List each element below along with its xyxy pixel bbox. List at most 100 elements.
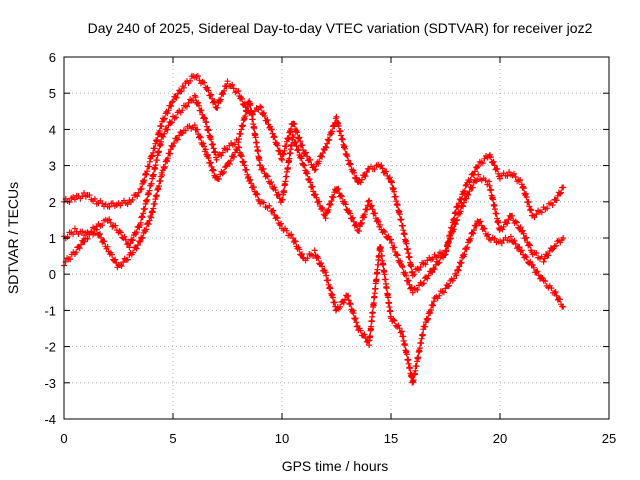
y-axis-label: SDTVAR / TECUs <box>5 182 21 294</box>
data-point <box>170 129 186 149</box>
data-point <box>311 191 328 219</box>
data-point <box>388 178 405 223</box>
x-tick-label: 25 <box>602 431 616 446</box>
data-point <box>529 249 545 262</box>
data-point <box>137 213 154 245</box>
data-point <box>344 292 361 330</box>
data-point <box>148 133 165 187</box>
data-point <box>213 163 230 182</box>
data-point <box>246 176 263 205</box>
data-point <box>344 207 361 234</box>
data-point <box>420 254 436 268</box>
data-point <box>322 115 339 151</box>
x-axis-label: GPS time / hours <box>282 458 389 474</box>
data-point <box>235 144 252 181</box>
data-point <box>235 99 252 146</box>
data-point <box>453 181 470 211</box>
data-point <box>366 197 383 230</box>
data-point <box>420 298 437 330</box>
data-point <box>529 207 545 221</box>
data-point <box>300 251 316 264</box>
data-point <box>268 179 284 206</box>
data-point <box>518 227 535 256</box>
data-point <box>431 288 447 302</box>
chart-title: Day 240 of 2025, Sidereal Day-to-day VTE… <box>88 20 593 36</box>
data-point <box>289 235 306 261</box>
data-point <box>388 236 405 268</box>
x-tick-label: 10 <box>275 431 289 446</box>
data-point <box>170 83 186 105</box>
y-tick-label: 6 <box>49 50 56 65</box>
data-point <box>170 107 186 121</box>
data-point <box>398 262 415 292</box>
series-track-2 <box>61 92 567 296</box>
series-track-3 <box>61 122 567 386</box>
data-point <box>159 99 176 125</box>
y-tick-label: -3 <box>44 376 56 391</box>
y-tick-label: 2 <box>49 195 56 210</box>
data-point <box>224 146 241 167</box>
data-point <box>388 315 404 336</box>
data-point <box>560 235 567 241</box>
y-tick-label: 5 <box>49 86 56 101</box>
data-point <box>104 216 120 234</box>
data-point <box>71 237 88 257</box>
data-point <box>420 265 437 287</box>
data-point <box>257 103 274 131</box>
data-point <box>115 197 131 209</box>
data-point <box>93 216 109 230</box>
data-point <box>344 153 361 185</box>
data-point <box>180 123 196 134</box>
data-point <box>540 245 557 265</box>
data-point <box>398 328 416 386</box>
data-point <box>377 244 394 320</box>
data-point <box>126 238 143 258</box>
x-tick-label: 5 <box>169 431 176 446</box>
data-point <box>82 192 98 204</box>
data-point <box>137 155 154 193</box>
data-point <box>279 225 295 239</box>
data-point <box>464 164 481 186</box>
data-point <box>224 136 240 153</box>
data-point <box>180 96 197 110</box>
data-point <box>486 178 503 233</box>
data-point <box>191 122 208 155</box>
data-point <box>126 189 142 205</box>
data-point <box>529 262 546 282</box>
data-point <box>475 152 491 169</box>
data-point <box>475 218 491 239</box>
data-point <box>126 223 143 251</box>
y-tick-label: -4 <box>44 412 56 427</box>
data-point <box>540 200 556 213</box>
data-point <box>560 303 567 310</box>
data-point <box>180 73 197 91</box>
data-point <box>442 220 459 258</box>
data-point <box>377 162 393 182</box>
data-point <box>191 92 208 122</box>
y-tick-label: 4 <box>49 122 56 137</box>
data-point <box>137 182 154 228</box>
data-point <box>497 234 513 247</box>
data-point <box>104 200 120 210</box>
data-marks <box>61 73 567 386</box>
y-tick-label: 0 <box>49 267 56 282</box>
data-point <box>507 212 524 232</box>
data-point <box>453 245 470 279</box>
y-tick-label: 1 <box>49 231 56 246</box>
data-point <box>409 279 426 296</box>
data-point <box>71 225 87 239</box>
data-point <box>300 149 317 171</box>
data-point <box>398 222 416 276</box>
data-point <box>453 195 470 224</box>
data-point <box>93 197 109 210</box>
data-point <box>300 162 317 198</box>
data-point <box>431 252 448 273</box>
data-point <box>333 185 350 213</box>
data-point <box>551 236 565 250</box>
data-point <box>148 169 165 221</box>
data-point <box>246 98 263 169</box>
data-point <box>268 126 285 162</box>
series-track-1 <box>61 73 567 279</box>
data-point <box>486 151 503 180</box>
